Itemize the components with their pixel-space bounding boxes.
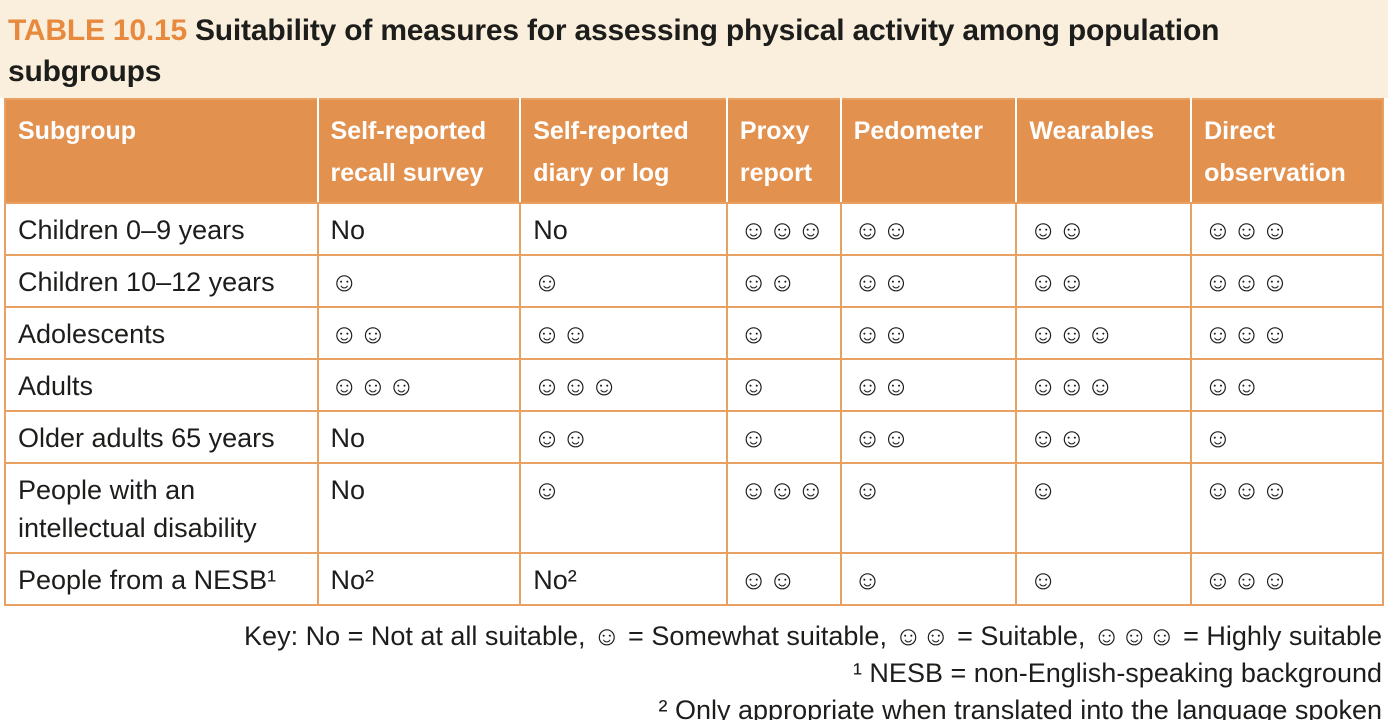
cell-value: No² — [316, 552, 522, 606]
column-header-direct-observation: Direct observation — [1190, 98, 1384, 204]
cell-value: ☺☺ — [725, 254, 842, 308]
cell-value: ☺☺ — [839, 358, 1018, 412]
cell-value: ☺☺ — [316, 306, 522, 360]
cell-value: ☺☺☺ — [1190, 552, 1384, 606]
table-title: TABLE 10.15 Suitability of measures for a… — [8, 10, 1378, 92]
cell-value: ☺ — [725, 306, 842, 360]
cell-value: ☺ — [725, 358, 842, 412]
row-label: People from a NESB¹ — [4, 552, 319, 606]
column-header-wearables: Wearables — [1015, 98, 1193, 204]
cell-value: No² — [519, 552, 728, 606]
table-number-label: TABLE 10.15 — [8, 14, 187, 47]
cell-value: ☺ — [725, 410, 842, 464]
cell-value: ☺ — [519, 462, 728, 554]
table-title-text: Suitability of measures for assessing ph… — [8, 14, 1220, 88]
cell-value: ☺☺ — [1015, 410, 1193, 464]
cell-value: ☺☺ — [839, 410, 1018, 464]
cell-value: ☺☺☺ — [1015, 358, 1193, 412]
cell-value: ☺ — [1015, 552, 1193, 606]
cell-value: ☺☺ — [839, 254, 1018, 308]
cell-value: ☺☺ — [839, 306, 1018, 360]
legend-key: Key: No = Not at all suitable, ☺ = Somew… — [244, 621, 1382, 651]
cell-value: ☺ — [519, 254, 728, 308]
cell-value: ☺☺ — [1190, 358, 1384, 412]
cell-value: ☺☺☺ — [725, 202, 842, 256]
cell-value: No — [519, 202, 728, 256]
table-row: People from a NESB¹ No² No² ☺☺ ☺ ☺ ☺☺☺ — [4, 552, 1384, 606]
table-row: Older adults 65 years No ☺☺ ☺ ☺☺ ☺☺ ☺ — [4, 410, 1384, 464]
cell-value: ☺☺☺ — [725, 462, 842, 554]
cell-value: ☺☺ — [725, 552, 842, 606]
cell-value: ☺☺☺ — [1190, 306, 1384, 360]
table-title-band: TABLE 10.15 Suitability of measures for a… — [0, 0, 1388, 98]
column-header-recall-survey: Self-reported recall survey — [316, 98, 522, 204]
cell-value: No — [316, 462, 522, 554]
cell-value: No — [316, 202, 522, 256]
row-label: Adolescents — [4, 306, 319, 360]
cell-value: ☺ — [1190, 410, 1384, 464]
cell-value: ☺☺☺ — [316, 358, 522, 412]
cell-value: ☺☺☺ — [1190, 254, 1384, 308]
table-legend: Key: No = Not at all suitable, ☺ = Somew… — [0, 618, 1382, 720]
cell-value: ☺☺ — [519, 306, 728, 360]
cell-value: ☺☺☺ — [1190, 462, 1384, 554]
cell-value: ☺☺☺ — [519, 358, 728, 412]
cell-value: ☺☺ — [1015, 202, 1193, 256]
legend-footnote-1: ¹ NESB = non-English-speaking background — [852, 658, 1382, 688]
cell-value: ☺☺ — [1015, 254, 1193, 308]
cell-value: ☺☺☺ — [1190, 202, 1384, 256]
row-label: Children 0–9 years — [4, 202, 319, 256]
table-row: Children 0–9 years No No ☺☺☺ ☺☺ ☺☺ ☺☺☺ — [4, 202, 1384, 256]
cell-value: No — [316, 410, 522, 464]
cell-value: ☺☺ — [519, 410, 728, 464]
row-label: Adults — [4, 358, 319, 412]
table-row: Adolescents ☺☺ ☺☺ ☺ ☺☺ ☺☺☺ ☺☺☺ — [4, 306, 1384, 360]
row-label: People with an intellectual disability — [4, 462, 319, 554]
column-header-subgroup: Subgroup — [4, 98, 319, 204]
cell-value: ☺ — [839, 552, 1018, 606]
column-header-proxy-report: Proxy report — [725, 98, 842, 204]
suitability-table: Subgroup Self-reported recall survey Sel… — [4, 98, 1384, 606]
column-header-diary-log: Self-reported diary or log — [519, 98, 728, 204]
legend-footnote-2: ² Only appropriate when translated into … — [658, 695, 1382, 720]
row-label: Older adults 65 years — [4, 410, 319, 464]
row-label: Children 10–12 years — [4, 254, 319, 308]
table-row: Children 10–12 years ☺ ☺ ☺☺ ☺☺ ☺☺ ☺☺☺ — [4, 254, 1384, 308]
column-header-pedometer: Pedometer — [839, 98, 1018, 204]
cell-value: ☺☺ — [839, 202, 1018, 256]
cell-value: ☺ — [1015, 462, 1193, 554]
cell-value: ☺ — [839, 462, 1018, 554]
table-header-row: Subgroup Self-reported recall survey Sel… — [4, 98, 1384, 204]
cell-value: ☺ — [316, 254, 522, 308]
table-row: People with an intellectual disability N… — [4, 462, 1384, 554]
cell-value: ☺☺☺ — [1015, 306, 1193, 360]
table-row: Adults ☺☺☺ ☺☺☺ ☺ ☺☺ ☺☺☺ ☺☺ — [4, 358, 1384, 412]
